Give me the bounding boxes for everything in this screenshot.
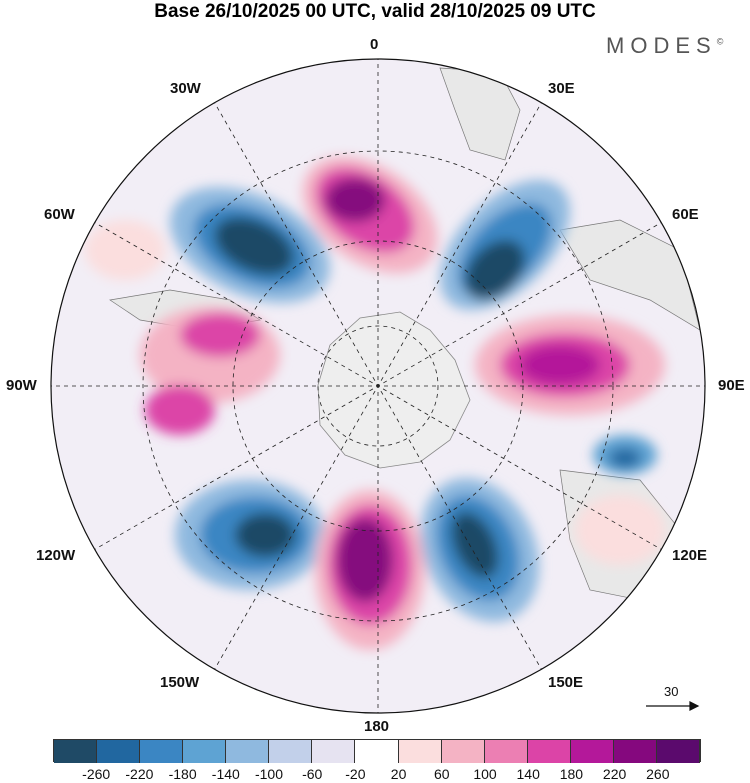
colorbar-tick-label: 100: [473, 766, 497, 782]
colorbar: [53, 739, 701, 763]
map-title: Base 26/10/2025 00 UTC, valid 28/10/2025…: [154, 1, 596, 22]
lon-label-120w: 120W: [36, 547, 76, 564]
map-boundary: [50, 58, 706, 714]
lon-label-90w: 90W: [6, 377, 37, 394]
lon-label-top: 0: [370, 36, 379, 53]
lon-label-30w: 30W: [170, 80, 201, 97]
colorbar-swatch: [269, 740, 313, 763]
colorbar-tick-label: -60: [302, 766, 323, 782]
colorbar-tick-label: -260: [82, 766, 111, 782]
graticule: [51, 59, 705, 713]
colorbar-tick-label: -20: [345, 766, 366, 782]
colorbar-swatch: [484, 740, 528, 763]
brand-logo: MODES©: [606, 33, 724, 58]
antarctica: [317, 311, 471, 469]
colorbar-tick-label: -180: [168, 766, 197, 782]
colorbar-tick-label: -220: [125, 766, 154, 782]
colorbar-swatch: [398, 740, 442, 763]
colorbar-swatch: [183, 740, 227, 763]
colorbar-tick-label: 20: [390, 766, 407, 782]
lon-label-150e: 150E: [548, 674, 584, 691]
colorbar-tick-label: -140: [211, 766, 240, 782]
colorbar-swatch: [441, 740, 485, 763]
colorbar-tick-label: -100: [254, 766, 284, 782]
colorbar-tick-label: 260: [646, 766, 670, 782]
anomaly-field: [85, 156, 665, 650]
colorbar-swatch: [226, 740, 270, 763]
colorbar-tick-label: 220: [602, 766, 627, 782]
colorbar-swatch: [656, 740, 700, 763]
colorbar-swatch: [527, 740, 571, 763]
colorbar-swatch: [140, 740, 184, 763]
lon-label-180: 180: [364, 718, 390, 735]
reference-vector-label: 30: [664, 684, 679, 699]
lon-label-120e: 120E: [672, 547, 708, 564]
colorbar-tick-label: 180: [559, 766, 584, 782]
colorbar-swatch: [312, 740, 356, 763]
colorbar-swatch: [613, 740, 657, 763]
lon-label-60e: 60E: [672, 206, 699, 223]
lon-label-60w: 60W: [44, 206, 75, 223]
colorbar-swatch: [355, 740, 399, 763]
lon-label-90e: 90E: [718, 377, 745, 394]
reference-arrow: [646, 701, 700, 711]
colorbar-tick-label: 60: [434, 766, 450, 782]
colorbar-swatch: [97, 740, 141, 763]
colorbar-tick-label: 140: [516, 766, 540, 782]
lon-label-150w: 150W: [160, 674, 200, 691]
lon-label-30e: 30E: [548, 80, 575, 97]
colorbar-swatch: [54, 740, 98, 763]
colorbar-swatch: [570, 740, 614, 763]
